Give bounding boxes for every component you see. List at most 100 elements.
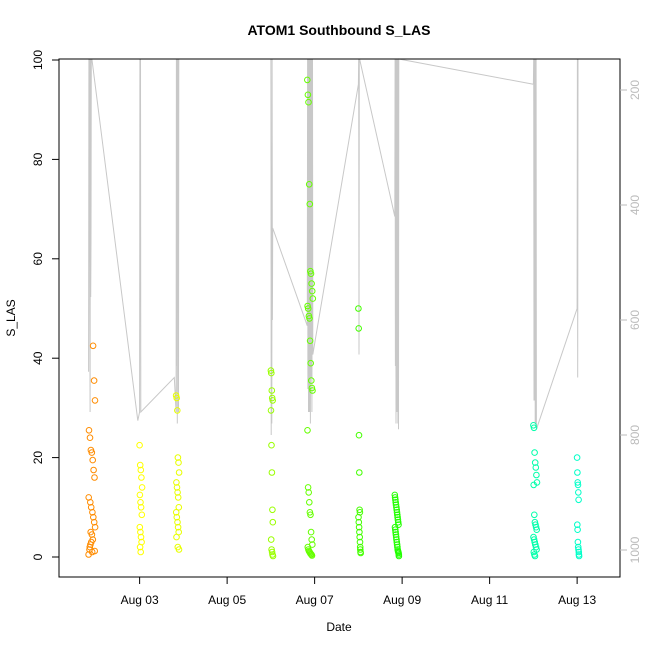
data-point: [395, 552, 403, 560]
data-point: [304, 91, 312, 99]
data-point: [86, 543, 94, 551]
data-point: [174, 523, 182, 531]
data-point: [575, 489, 582, 496]
data-point: [392, 531, 400, 538]
x-axis: Aug 03 Aug 05 Aug 07 Aug 09 Aug 11 Aug 13: [121, 577, 596, 607]
data-point: [136, 543, 144, 551]
y2-tick-label: 1000: [628, 536, 642, 563]
data-point: [355, 431, 363, 439]
data-point: [307, 267, 314, 275]
data-point: [89, 536, 97, 543]
data-point: [574, 543, 582, 551]
chart-title: ATOM1 Southbound S_LAS: [247, 22, 430, 38]
y2-tick-label: 800: [628, 425, 642, 445]
x-axis-label: Date: [326, 620, 352, 634]
data-point: [174, 489, 181, 496]
y-tick-label: 20: [31, 451, 45, 465]
data-point: [308, 280, 315, 287]
data-point: [304, 427, 311, 434]
data-point: [138, 511, 146, 519]
data-point: [174, 518, 181, 526]
data-point: [175, 504, 183, 511]
data-point: [305, 98, 312, 106]
data-point: [575, 496, 582, 504]
data-point: [355, 305, 362, 312]
data-point: [138, 484, 146, 491]
data-point: [268, 469, 276, 476]
data-point: [137, 528, 144, 536]
data-point: [304, 305, 312, 312]
data-point: [305, 489, 313, 496]
data-point: [307, 511, 314, 519]
data-point: [137, 504, 145, 511]
data-point: [357, 546, 364, 553]
y2-tick-label: 600: [628, 310, 642, 330]
data-point: [530, 481, 538, 489]
data-point: [574, 481, 582, 489]
data-point: [173, 394, 180, 402]
data-point: [307, 270, 315, 278]
data-point: [357, 549, 365, 557]
data-point: [530, 424, 538, 432]
data-point: [91, 547, 98, 555]
data-point: [393, 509, 401, 516]
data-point: [393, 504, 400, 511]
data-point: [393, 506, 401, 514]
data-point: [531, 511, 538, 519]
data-point: [532, 464, 540, 471]
data-point: [137, 466, 145, 474]
data-point: [267, 407, 275, 414]
data-point: [355, 325, 363, 332]
data-point: [137, 548, 144, 556]
data-point: [356, 538, 364, 546]
y2-tick-label: 400: [628, 195, 642, 215]
data-point: [268, 387, 276, 394]
data-point: [355, 513, 362, 521]
data-point: [89, 342, 97, 350]
data-point: [575, 546, 582, 553]
data-point: [268, 394, 276, 402]
data-point: [136, 441, 143, 449]
data-point: [308, 536, 316, 543]
data-point: [304, 302, 311, 310]
data-point: [137, 533, 145, 541]
data-point: [175, 546, 183, 553]
data-point: [267, 536, 275, 543]
plot-frame: [58, 58, 621, 578]
data-point: [172, 509, 180, 516]
data-point: [533, 471, 540, 479]
x-tick-label: Aug 13: [558, 593, 596, 607]
data-point: [309, 295, 317, 302]
data-point: [268, 441, 275, 449]
x-tick-label: Aug 11: [471, 593, 508, 607]
y2-axis: 200 400 600 800 1000: [620, 80, 642, 563]
data-point: [574, 469, 581, 476]
data-point: [306, 499, 313, 506]
data-point: [308, 377, 315, 384]
data-point: [531, 459, 539, 466]
data-point: [392, 528, 399, 536]
y-tick-label: 60: [31, 252, 45, 266]
data-point: [393, 536, 400, 543]
line-layer: [88, 58, 579, 436]
data-point: [90, 466, 97, 474]
data-point: [306, 509, 314, 516]
data-point: [574, 521, 581, 529]
data-point: [136, 491, 144, 499]
data-point: [391, 491, 399, 499]
data-point: [531, 552, 539, 560]
data-point: [355, 518, 363, 526]
data-point: [136, 523, 144, 531]
data-point: [306, 200, 314, 208]
data-point: [175, 469, 183, 476]
data-point: [90, 377, 98, 384]
data-point: [394, 543, 401, 551]
data-point: [268, 369, 275, 377]
data-point: [574, 479, 582, 486]
data-point: [269, 397, 277, 404]
data-point: [392, 533, 400, 541]
data-point: [394, 516, 402, 524]
data-point: [175, 459, 182, 466]
